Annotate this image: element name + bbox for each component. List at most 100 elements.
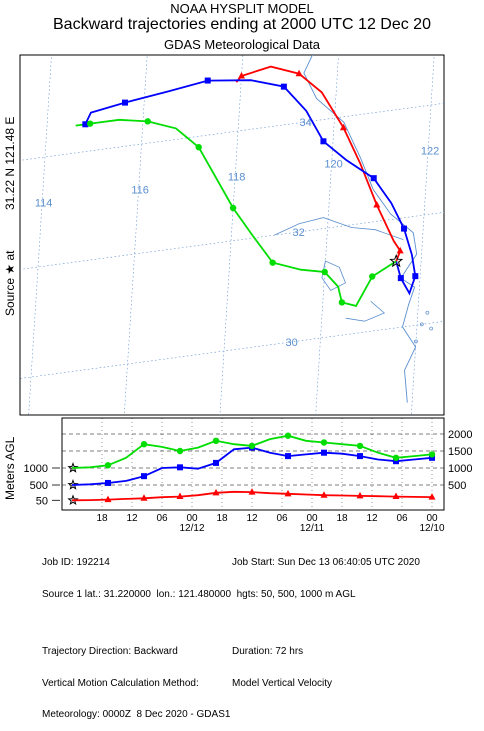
vertical-point-green (176, 447, 184, 455)
map-point-green (86, 120, 94, 127)
map-point-green (144, 118, 151, 125)
trajectory-chart: Source ★ at 31.22 N 121.48 E Meters AGL 114… (0, 0, 484, 534)
vertical-point-red (392, 492, 400, 500)
meteorology: Meteorology: 0000Z 8 Dec 2020 - GDAS1 (42, 709, 231, 720)
map-point-blue (204, 77, 211, 84)
job-start: Job Start: Sun Dec 13 06:40:05 UTC 2020 (232, 557, 420, 568)
source-label: Source ★ at (3, 250, 17, 316)
source-line: Source 1 lat.: 31.220000 lon.: 121.48000… (42, 588, 356, 600)
vertical-point-green (356, 442, 364, 450)
map-frame (19, 54, 445, 416)
vertical-point-green (104, 462, 112, 469)
map-point-green (229, 204, 237, 212)
vertical-point-red (356, 491, 364, 499)
right-tick-label: 2000 (448, 429, 472, 441)
vertical-point-blue (321, 449, 327, 456)
map-point-red (339, 123, 347, 131)
lon-tick-label: 116 (131, 185, 149, 197)
time-tick-label: 06 (156, 513, 168, 524)
time-tick-label: 18 (96, 513, 108, 524)
vertical-point-green (320, 439, 328, 446)
island-outline (429, 326, 433, 331)
vertical-point-blue (393, 458, 399, 465)
meridian-line (411, 55, 435, 415)
map-point-green (321, 268, 328, 276)
data-source-title: GDAS Meteorological Data (163, 37, 321, 52)
source-coords: 31.22 N 121.48 E (3, 117, 17, 210)
parallel-line (0, 0, 484, 73)
meridian-line (123, 55, 148, 415)
vertical-point-blue (105, 479, 111, 486)
job-id: Job ID: 192214 (42, 557, 110, 568)
footer-info: Job ID: 192214 Job Start: Sun Dec 13 06:4… (42, 537, 420, 731)
start-height-star (67, 494, 79, 506)
vertical-point-blue (429, 454, 435, 461)
vertical-point-blue (357, 453, 363, 460)
vertical-ylabel: Meters AGL (3, 436, 17, 500)
vertical-point-blue (285, 453, 291, 460)
map-point-blue (280, 83, 287, 90)
coastline (303, 55, 418, 403)
right-tick-label: 1500 (448, 446, 472, 458)
time-tick-label: 12 (246, 513, 258, 524)
parallel-line (20, 102, 444, 161)
map-trajectory-red (235, 65, 402, 262)
duration: Duration: 72 hrs (232, 646, 304, 657)
meridian-line (28, 55, 52, 415)
time-tick-label: 00 (426, 513, 438, 524)
lake-outline (321, 260, 347, 291)
vertical-point-red (284, 489, 292, 497)
vertical-point-red (140, 494, 148, 501)
vertical-point-red (176, 492, 184, 500)
map-point-blue (122, 99, 128, 106)
map-point-red (295, 69, 303, 77)
map-point-red (396, 246, 404, 254)
meridian-line (315, 55, 339, 415)
island-outline (419, 322, 424, 327)
vertical-point-red (428, 493, 436, 500)
lat-tick-label: 30 (286, 337, 298, 349)
lon-tick-label: 120 (324, 159, 342, 171)
start-height-star (67, 479, 79, 490)
time-tick-label: 12 (366, 513, 378, 524)
map-point-red (238, 72, 245, 79)
lon-tick-label: 114 (35, 198, 53, 210)
map-point-blue (82, 121, 89, 128)
vertical-method-value: Model Vertical Velocity (232, 677, 333, 689)
map-point-red (373, 201, 381, 208)
vertical-point-blue (141, 473, 147, 480)
source-star (389, 253, 404, 268)
trajectory-title: Backward trajectories ending at 2000 UTC… (53, 16, 431, 33)
trajectory-direction: Trajectory Direction: Backward (42, 646, 178, 657)
left-tick-label: 1000 (24, 463, 48, 475)
date-label: 12/12 (179, 523, 204, 534)
time-tick-label: 06 (396, 513, 408, 524)
vertical-point-red (248, 488, 256, 495)
map-point-blue (397, 275, 404, 282)
lat-tick-label: 34 (300, 117, 312, 129)
vertical-point-green (212, 437, 220, 444)
time-tick-label: 00 (306, 513, 318, 524)
left-tick-label: 50 (36, 495, 48, 507)
vertical-series-green (71, 434, 433, 469)
date-label: 12/10 (419, 523, 444, 534)
map-point-blue (412, 273, 419, 280)
bay-line (345, 300, 386, 322)
model-title: NOAA HYSPLIT MODEL (170, 1, 314, 16)
left-tick-label: 500 (30, 480, 48, 492)
vertical-point-green (248, 442, 256, 450)
right-tick-label: 1000 (448, 463, 472, 475)
start-height-star (67, 462, 79, 473)
map-point-blue (401, 225, 407, 232)
vertical-method: Vertical Motion Calculation Method: (42, 677, 199, 689)
vertical-point-green (284, 432, 292, 439)
vertical-point-green (392, 454, 400, 461)
map-point-green (369, 273, 376, 280)
vertical-frame (61, 417, 445, 511)
lon-tick-label: 122 (421, 146, 439, 158)
time-tick-label: 00 (186, 513, 198, 524)
river-line (274, 217, 404, 240)
time-tick-label: 18 (216, 513, 228, 524)
right-tick-label: 500 (448, 480, 466, 492)
vertical-point-red (212, 488, 220, 496)
